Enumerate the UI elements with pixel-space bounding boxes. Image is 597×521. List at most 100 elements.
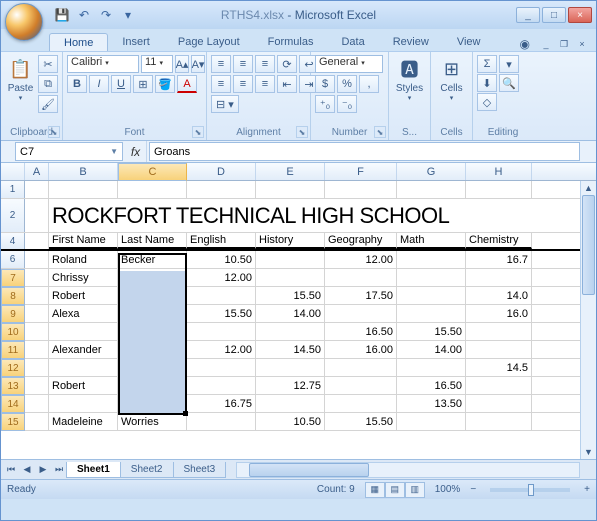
scroll-up-icon[interactable]: ▲ <box>581 181 596 195</box>
cell[interactable] <box>187 287 256 304</box>
cell[interactable] <box>325 377 397 394</box>
row-header-11[interactable]: 11 <box>1 341 25 359</box>
styles-button[interactable]: 🅰 Styles ▾ <box>393 55 426 102</box>
row-header-14[interactable]: 14 <box>1 395 25 413</box>
cell[interactable] <box>466 269 532 286</box>
cell[interactable]: 16.50 <box>397 377 466 394</box>
cell[interactable]: 15.50 <box>187 305 256 322</box>
tab-data[interactable]: Data <box>327 33 378 51</box>
cell[interactable]: Math <box>397 233 466 249</box>
decrease-decimal-button[interactable]: ⁻₀ <box>337 95 357 113</box>
cell[interactable]: 16.75 <box>187 395 256 412</box>
row-header-2[interactable]: 2 <box>1 199 25 232</box>
cell[interactable]: 10.50 <box>256 413 325 430</box>
column-header-E[interactable]: E <box>256 163 325 180</box>
cell[interactable] <box>466 181 532 198</box>
column-header-C[interactable]: C <box>118 163 187 181</box>
sheet-tab-sheet3[interactable]: Sheet3 <box>173 462 227 478</box>
last-sheet-button[interactable]: ⏭ <box>51 462 67 478</box>
name-box[interactable]: C7 ▼ <box>15 142 123 161</box>
align-middle-button[interactable]: ≡ <box>233 55 253 73</box>
zoom-in-button[interactable]: + <box>584 484 590 495</box>
font-launcher[interactable]: ⬊ <box>192 126 204 138</box>
tab-insert[interactable]: Insert <box>108 33 164 51</box>
select-all-button[interactable] <box>1 163 25 180</box>
sort-button[interactable]: ▾ <box>499 55 519 73</box>
tab-review[interactable]: Review <box>379 33 443 51</box>
zoom-out-button[interactable]: − <box>470 484 476 495</box>
paste-button[interactable]: 📋 Paste ▾ <box>5 55 36 102</box>
align-left-button[interactable]: ≡ <box>211 75 231 93</box>
cell[interactable] <box>325 359 397 376</box>
increase-decimal-button[interactable]: ⁺₀ <box>315 95 335 113</box>
cell[interactable]: Schwitts <box>118 305 187 322</box>
column-header-G[interactable]: G <box>397 163 466 180</box>
cell[interactable] <box>49 359 118 376</box>
cell[interactable]: First Name <box>49 233 118 249</box>
comma-button[interactable]: , <box>359 75 379 93</box>
maximize-button[interactable]: □ <box>542 7 566 23</box>
row-header-15[interactable]: 15 <box>1 413 25 431</box>
cell[interactable] <box>397 181 466 198</box>
cell[interactable] <box>25 181 49 198</box>
first-sheet-button[interactable]: ⏮ <box>3 462 19 478</box>
grow-font-button[interactable]: A▴ <box>175 55 189 73</box>
cell[interactable]: 17.50 <box>325 287 397 304</box>
row-header-12[interactable]: 12 <box>1 359 25 377</box>
find-button[interactable]: 🔍 <box>499 74 519 92</box>
vertical-scrollbar[interactable]: ▲ ▼ <box>580 181 596 459</box>
cell[interactable] <box>25 341 49 358</box>
cell[interactable] <box>466 323 532 340</box>
align-bottom-button[interactable]: ≡ <box>255 55 275 73</box>
cell[interactable]: Robert <box>49 377 118 394</box>
cell[interactable]: Gehrke <box>118 323 187 340</box>
cell[interactable]: 16.0 <box>466 305 532 322</box>
page-break-view-button[interactable]: ▥ <box>405 482 425 498</box>
cell[interactable] <box>25 359 49 376</box>
cell[interactable] <box>25 323 49 340</box>
cell[interactable]: Alexa <box>49 305 118 322</box>
tab-page-layout[interactable]: Page Layout <box>164 33 254 51</box>
tab-view[interactable]: View <box>443 33 495 51</box>
hscroll-thumb[interactable] <box>249 463 369 477</box>
row-header-10[interactable]: 10 <box>1 323 25 341</box>
cell[interactable]: Harvons <box>118 359 187 376</box>
mdi-close-button[interactable]: × <box>574 37 590 51</box>
cell[interactable] <box>256 181 325 198</box>
cell[interactable]: Ehman <box>118 377 187 394</box>
cell[interactable]: 14.00 <box>256 305 325 322</box>
cell[interactable] <box>49 181 118 198</box>
qat-dropdown-icon[interactable]: ▾ <box>119 6 137 24</box>
help-icon[interactable]: ◉ <box>520 37 530 51</box>
sheet-tab-sheet1[interactable]: Sheet1 <box>66 462 121 478</box>
merge-button[interactable]: ⊟ ▾ <box>211 95 239 113</box>
cell[interactable]: 12.75 <box>256 377 325 394</box>
column-header-F[interactable]: F <box>325 163 397 180</box>
cell[interactable] <box>49 323 118 340</box>
name-box-dropdown-icon[interactable]: ▼ <box>110 147 118 156</box>
office-button[interactable] <box>5 3 43 41</box>
font-size-select[interactable]: 11 ▾ <box>141 55 173 73</box>
column-header-D[interactable]: D <box>187 163 256 180</box>
zoom-slider[interactable] <box>490 488 570 492</box>
cell[interactable] <box>25 251 49 268</box>
row-header-7[interactable]: 7 <box>1 269 25 287</box>
prev-sheet-button[interactable]: ◀ <box>19 462 35 478</box>
cell[interactable]: 16.7 <box>466 251 532 268</box>
cell[interactable]: Last Name <box>118 233 187 249</box>
row-header-6[interactable]: 6 <box>1 251 25 268</box>
cell[interactable]: Groans <box>118 269 187 286</box>
cell[interactable]: Alexander <box>49 341 118 358</box>
row-header-4[interactable]: 4 <box>1 233 25 249</box>
minimize-button[interactable]: _ <box>516 7 540 23</box>
close-button[interactable]: × <box>568 7 592 23</box>
cell[interactable] <box>397 305 466 322</box>
cell[interactable]: Alotts <box>118 395 187 412</box>
cell[interactable]: Worries <box>118 413 187 430</box>
cell[interactable] <box>397 251 466 268</box>
align-right-button[interactable]: ≡ <box>255 75 275 93</box>
cell[interactable]: History <box>256 233 325 249</box>
fill-button[interactable]: ⬇ <box>477 74 497 92</box>
cells-button[interactable]: ⊞ Cells ▾ <box>435 55 468 102</box>
cell[interactable] <box>256 269 325 286</box>
